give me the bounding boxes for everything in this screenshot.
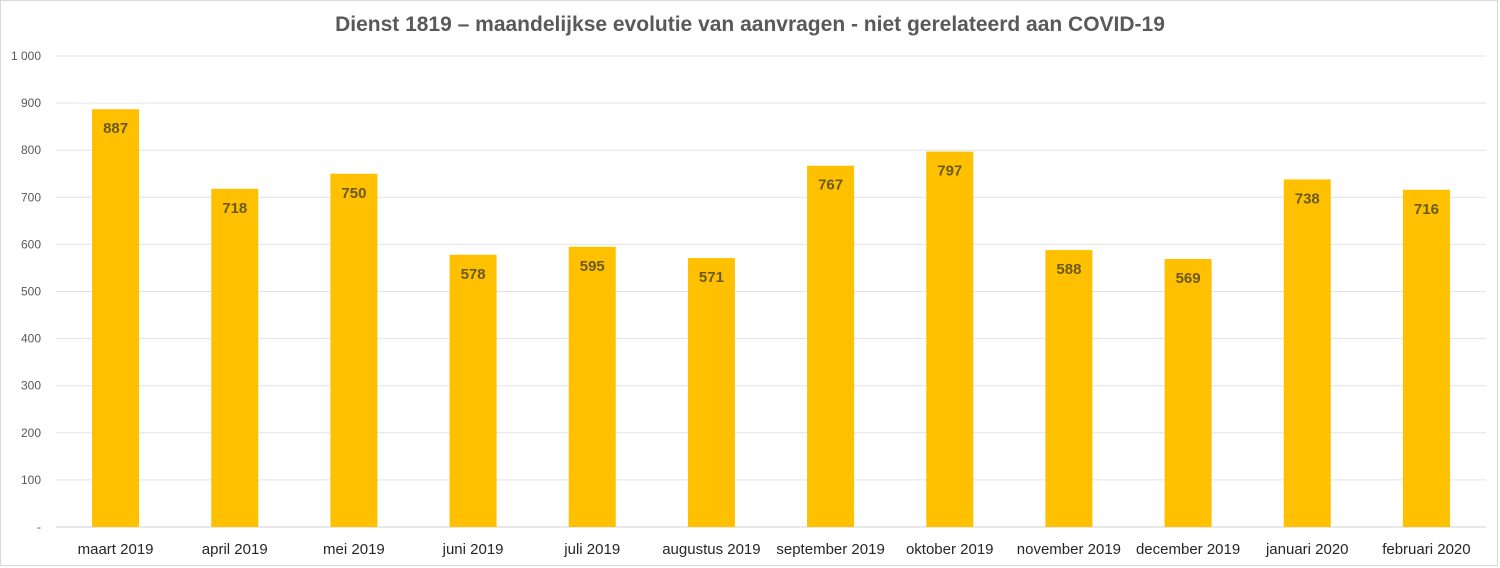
data-label: 588 — [1056, 261, 1081, 278]
bar — [449, 254, 497, 527]
y-tick-label: 700 — [21, 190, 41, 204]
bars — [92, 109, 1450, 528]
data-label: 718 — [222, 200, 247, 217]
gridlines — [56, 55, 1486, 528]
x-category-label: juli 2019 — [563, 541, 620, 558]
x-category-label: augustus 2019 — [662, 541, 760, 558]
x-category-label: januari 2020 — [1265, 541, 1349, 558]
bar — [1045, 250, 1093, 527]
y-axis-tick-labels: - 100 200 300 400 500 600 700 800 900 1 000 — [11, 49, 41, 534]
bar — [1402, 189, 1450, 527]
bar — [330, 173, 378, 527]
data-label: 569 — [1176, 270, 1201, 287]
y-tick-label: 900 — [21, 96, 41, 110]
bar — [1164, 259, 1212, 527]
data-label: 578 — [461, 266, 486, 283]
data-label: 767 — [818, 177, 843, 194]
y-tick-label: 1 000 — [11, 49, 41, 63]
bar — [1283, 179, 1331, 528]
data-label: 887 — [103, 120, 128, 137]
y-tick-label: 600 — [21, 237, 41, 251]
y-tick-label: 400 — [21, 332, 41, 346]
x-axis-category-labels: maart 2019 april 2019 mei 2019 juni 2019 jul… — [78, 541, 1471, 558]
y-tick-label: 800 — [21, 143, 41, 157]
data-label: 750 — [341, 185, 366, 202]
x-category-label: oktober 2019 — [906, 541, 994, 558]
data-label: 738 — [1295, 190, 1320, 207]
bar — [211, 188, 259, 527]
chart-title: Dienst 1819 – maandelijkse evolutie van … — [335, 13, 1165, 36]
data-label: 716 — [1414, 201, 1439, 218]
bar — [926, 151, 974, 527]
data-label: 595 — [580, 258, 605, 275]
x-category-label: december 2019 — [1136, 541, 1240, 558]
bar — [687, 258, 735, 527]
y-tick-label: 100 — [21, 473, 41, 487]
data-labels: 887 718 750 578 595 571 767 797 588 569 738 716 — [103, 120, 1439, 287]
bar — [92, 109, 140, 528]
x-category-label: september 2019 — [776, 541, 884, 558]
bar — [568, 246, 616, 527]
x-category-label: november 2019 — [1017, 541, 1121, 558]
x-category-label: juni 2019 — [442, 541, 504, 558]
data-label: 797 — [937, 163, 962, 180]
y-tick-label: - — [37, 520, 41, 534]
y-tick-label: 500 — [21, 285, 41, 299]
y-tick-label: 200 — [21, 426, 41, 440]
y-tick-label: 300 — [21, 379, 41, 393]
x-category-label: februari 2020 — [1382, 541, 1470, 558]
x-category-label: mei 2019 — [323, 541, 385, 558]
data-label: 571 — [699, 269, 724, 286]
bar — [807, 165, 855, 528]
x-category-label: maart 2019 — [78, 541, 154, 558]
x-category-label: april 2019 — [202, 541, 268, 558]
